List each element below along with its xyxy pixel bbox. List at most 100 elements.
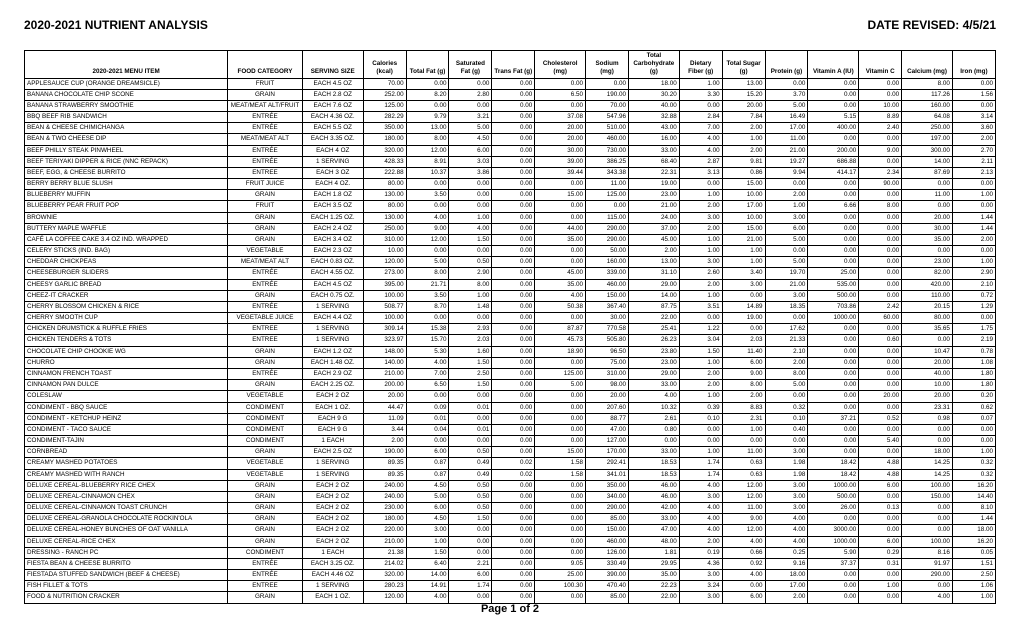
table-cell: 0.00 xyxy=(535,100,586,111)
table-cell: 2.61 xyxy=(628,413,679,424)
column-header: FOOD CATEGORY xyxy=(228,51,303,79)
table-cell: 6.00 xyxy=(449,570,492,581)
table-cell: 4.50 xyxy=(406,480,449,491)
table-cell: 3.00 xyxy=(406,525,449,536)
table-cell: 20.00 xyxy=(535,123,586,134)
table-cell: 0.00 xyxy=(808,212,859,223)
table-cell: 2.90 xyxy=(449,268,492,279)
table-cell: 45.00 xyxy=(535,268,586,279)
table-cell: 2.80 xyxy=(449,89,492,100)
table-header: 2020-2021 MENU ITEMFOOD CATEGORYSERVING … xyxy=(25,51,996,79)
table-cell: 14.00 xyxy=(628,290,679,301)
table-cell: 0.00 xyxy=(808,179,859,190)
table-cell: 42.00 xyxy=(628,503,679,514)
table-cell: 4.00 xyxy=(679,480,722,491)
table-cell: 0.00 xyxy=(628,436,679,447)
table-cell: 0.00 xyxy=(492,290,535,301)
table-cell: 47.00 xyxy=(586,424,629,435)
table-cell: 0.00 xyxy=(449,78,492,89)
table-cell: GRAIN xyxy=(228,514,303,525)
table-cell: 280.23 xyxy=(363,581,406,592)
table-cell: CHERRY BLOSSOM CHICKEN & RICE xyxy=(25,301,228,312)
table-cell: 37.37 xyxy=(808,558,859,569)
table-cell: 0.86 xyxy=(722,167,765,178)
table-cell: 200.00 xyxy=(808,145,859,156)
table-cell: 125.00 xyxy=(586,190,629,201)
table-cell: EACH 4.4 OZ xyxy=(302,313,363,324)
table-cell: 3.00 xyxy=(722,279,765,290)
table-cell: 23.00 xyxy=(628,190,679,201)
table-cell: 0.00 xyxy=(808,514,859,525)
table-row: DELUXE CEREAL-HONEY BUNCHES OF OAT VANIL… xyxy=(25,525,996,536)
table-cell: 0.00 xyxy=(586,78,629,89)
table-row: CHERRY BLOSSOM CHICKEN & RICEENTRÉE1 SER… xyxy=(25,301,996,312)
table-cell: 20.00 xyxy=(586,391,629,402)
table-cell: 0.00 xyxy=(859,156,902,167)
table-cell: 0.00 xyxy=(492,257,535,268)
table-cell: 18.00 xyxy=(628,78,679,89)
table-cell: ENTRÉE xyxy=(228,301,303,312)
table-cell: 0.00 xyxy=(808,402,859,413)
table-cell: 320.00 xyxy=(363,570,406,581)
table-cell: 9.05 xyxy=(535,558,586,569)
table-cell: MEAT/MEAT ALT xyxy=(228,134,303,145)
table-row: CREAMY MASHED POTATOESVEGETABLE1 SERVING… xyxy=(25,458,996,469)
table-cell: 19.00 xyxy=(722,313,765,324)
table-cell: 1 SERVING xyxy=(302,324,363,335)
table-cell: 18.42 xyxy=(808,469,859,480)
table-cell: 14.91 xyxy=(406,581,449,592)
table-cell: 1.00 xyxy=(952,447,995,458)
table-cell: 3.60 xyxy=(952,123,995,134)
table-cell: 10.00 xyxy=(722,212,765,223)
table-cell: 14.00 xyxy=(902,156,953,167)
table-cell: GRAIN xyxy=(228,290,303,301)
table-cell: 30.00 xyxy=(586,313,629,324)
table-cell: 3.50 xyxy=(406,290,449,301)
table-cell: 210.00 xyxy=(363,536,406,547)
table-cell: 0.00 xyxy=(492,234,535,245)
table-cell: 96.50 xyxy=(586,346,629,357)
table-cell: BBQ BEEF RIB SANDWICH xyxy=(25,112,228,123)
table-cell: 29.00 xyxy=(628,279,679,290)
table-cell: 0.00 xyxy=(808,324,859,335)
table-cell: 0.00 xyxy=(492,201,535,212)
table-cell: 40.00 xyxy=(628,100,679,111)
table-cell: 14.89 xyxy=(722,301,765,312)
table-cell: BEEF TERIYAKI DIPPER & RICE (NNC REPACK) xyxy=(25,156,228,167)
table-cell: FRUIT JUICE xyxy=(228,179,303,190)
table-cell: 100.00 xyxy=(363,290,406,301)
table-cell: DELUXE CEREAL-BLUEBERRY RICE CHEX xyxy=(25,480,228,491)
table-cell: 0.00 xyxy=(859,402,902,413)
table-cell: 428.33 xyxy=(363,156,406,167)
table-cell: 210.00 xyxy=(363,368,406,379)
table-cell: 0.00 xyxy=(808,380,859,391)
table-cell: 310.00 xyxy=(363,234,406,245)
table-cell: 0.00 xyxy=(492,112,535,123)
column-header: SERVING SIZE xyxy=(302,51,363,79)
table-cell: 8.00 xyxy=(449,279,492,290)
table-cell: 0.00 xyxy=(859,190,902,201)
table-cell: CHURRO xyxy=(25,357,228,368)
table-cell: 343.38 xyxy=(586,167,629,178)
table-row: CAFÉ LA COFFEE CAKE 3.4 OZ IND. WRAPPEDG… xyxy=(25,234,996,245)
table-cell: 15.70 xyxy=(406,335,449,346)
table-cell: 21.71 xyxy=(406,279,449,290)
table-row: CHEESEBURGER SLIDERSENTRÉEEACH 4.55 OZ.2… xyxy=(25,268,996,279)
table-cell: 0.00 xyxy=(492,301,535,312)
table-cell: 2.00 xyxy=(679,223,722,234)
table-cell: 4.00 xyxy=(406,592,449,603)
table-cell: 1.50 xyxy=(449,234,492,245)
table-cell: 500.00 xyxy=(808,290,859,301)
table-cell: 290.00 xyxy=(586,223,629,234)
table-cell: 0.78 xyxy=(952,346,995,357)
table-cell: 15.00 xyxy=(722,179,765,190)
table-cell: 4.00 xyxy=(765,536,808,547)
table-row: DELUXE CEREAL-BLUEBERRY RICE CHEXGRAINEA… xyxy=(25,480,996,491)
table-row: CONDIMENT - BBQ SAUCECONDIMENTEACH 1 OZ.… xyxy=(25,402,996,413)
table-cell: 33.00 xyxy=(628,514,679,525)
table-cell: 0.00 xyxy=(449,179,492,190)
table-cell: 1.00 xyxy=(722,424,765,435)
table-cell: 535.00 xyxy=(808,279,859,290)
table-cell: 2.87 xyxy=(679,156,722,167)
table-cell: CHOCOLATE CHIP CHOOKIE WG xyxy=(25,346,228,357)
